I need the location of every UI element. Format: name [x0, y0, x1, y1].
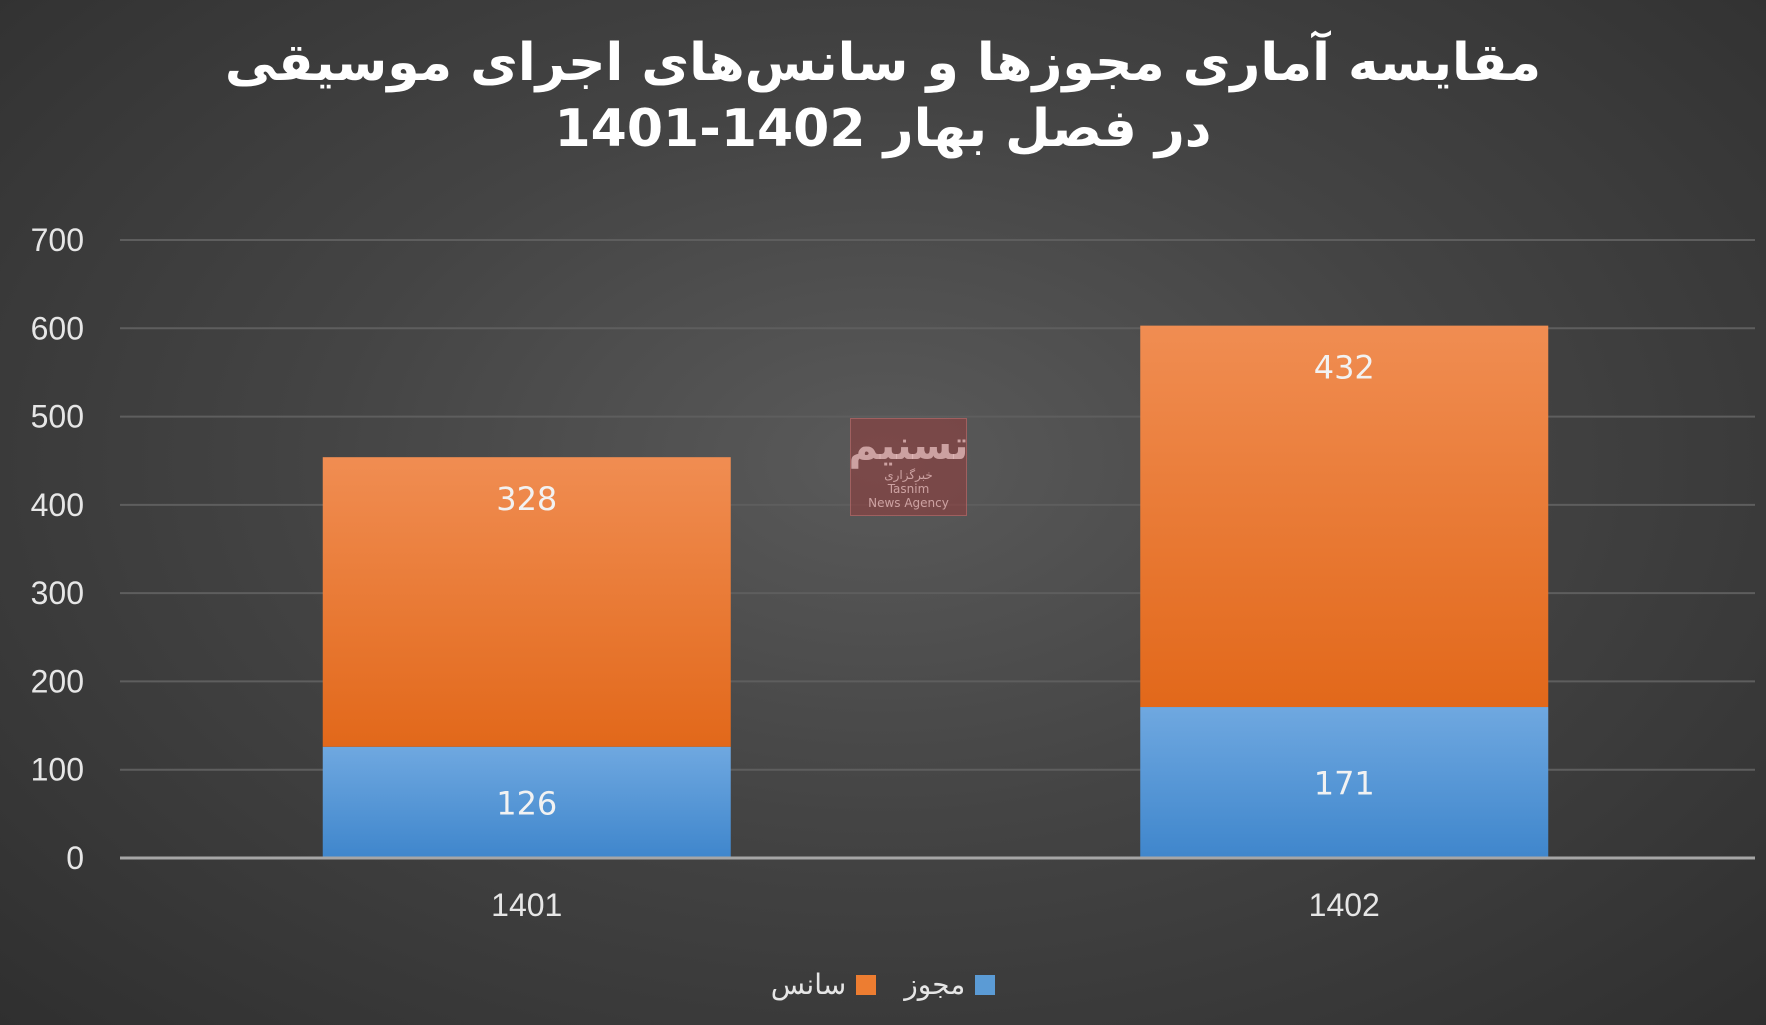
- watermark-logo-text: تسنیم: [848, 423, 969, 469]
- data-label-1401-series-1: 328: [496, 480, 557, 518]
- y-tick-label-700: 700: [31, 222, 84, 258]
- chart-title-line-2: در فصل بهار 1402-1401: [554, 99, 1212, 159]
- bar-1401-series-1: [322, 457, 731, 747]
- chart-title-line-1: مقایسه آماری مجوزها و سانس‌های اجرای موس…: [224, 33, 1542, 93]
- legend-swatch-mojavez: [975, 974, 996, 995]
- tasnim-logo-watermark: تسنیم خبرگزاری Tasnim News Agency: [848, 418, 969, 516]
- y-tick-label-300: 300: [31, 575, 84, 611]
- legend-swatch-sans: [856, 974, 877, 995]
- y-tick-label-500: 500: [31, 399, 84, 435]
- watermark-sub-fa: خبرگزاری: [884, 468, 933, 482]
- y-tick-label-0: 0: [66, 840, 84, 876]
- y-tick-label-100: 100: [31, 752, 84, 788]
- x-tick-label-1401: 1401: [491, 887, 562, 923]
- x-tick-label-1402: 1402: [1309, 887, 1380, 923]
- chart-title: مقایسه آماری مجوزها و سانس‌های اجرای موس…: [0, 30, 1766, 162]
- legend-label-sans: سانس: [770, 968, 847, 1001]
- data-label-1401-series-0: 126: [496, 784, 557, 822]
- legend-item-mojavez: مجوز: [904, 968, 996, 1001]
- data-label-1402-series-1: 432: [1314, 349, 1375, 387]
- watermark-sub-en2: News Agency: [868, 496, 949, 510]
- y-tick-label-400: 400: [31, 487, 84, 523]
- legend-label-mojavez: مجوز: [904, 968, 966, 1001]
- y-tick-label-200: 200: [31, 663, 84, 699]
- bar-1402-series-0: [1140, 707, 1549, 858]
- bar-1402-series-1: [1140, 325, 1549, 708]
- watermark-sub-en: Tasnim: [887, 482, 930, 496]
- bar-1401-series-0: [322, 746, 731, 858]
- chart-legend: مجوز سانس: [0, 968, 1766, 1001]
- legend-item-sans: سانس: [770, 968, 877, 1001]
- data-label-1402-series-0: 171: [1314, 765, 1375, 803]
- y-tick-label-600: 600: [31, 310, 84, 346]
